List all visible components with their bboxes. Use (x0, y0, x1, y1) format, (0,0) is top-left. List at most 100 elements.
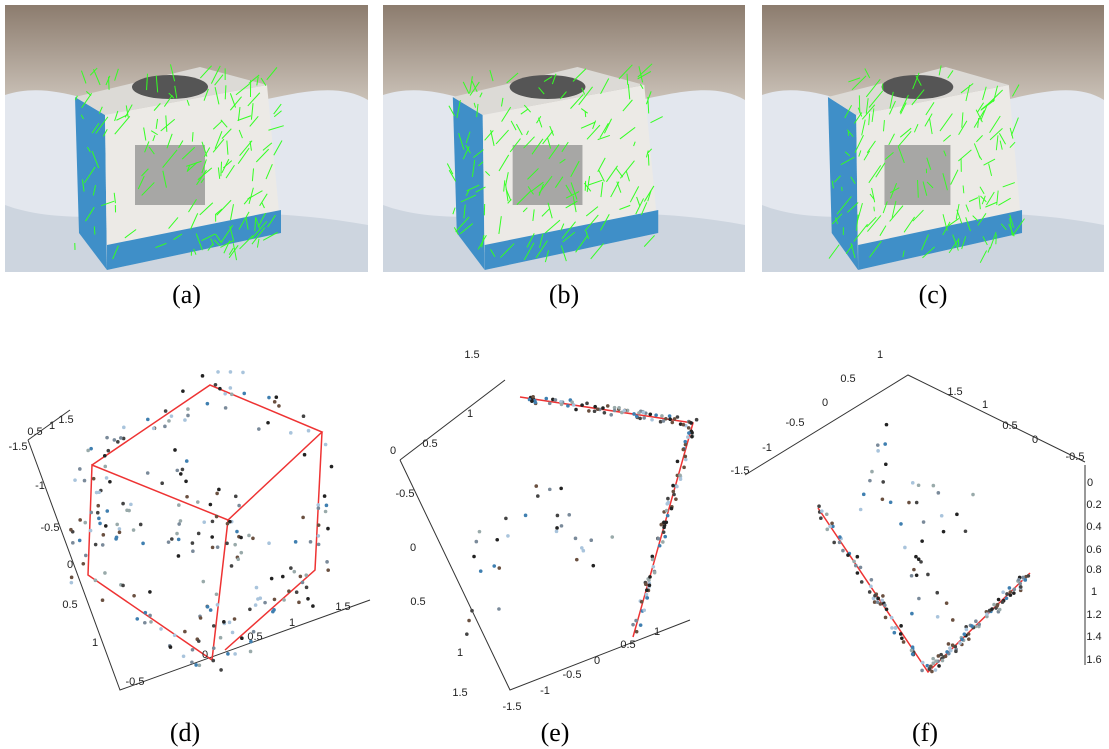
photo (762, 5, 1104, 272)
point (910, 612, 914, 616)
tick-label: -1.5 (731, 465, 750, 477)
point (194, 663, 198, 667)
point (478, 530, 482, 534)
point (170, 414, 174, 418)
point (681, 448, 685, 452)
point (106, 449, 110, 453)
point (910, 649, 914, 653)
point (317, 523, 321, 527)
point (1019, 585, 1023, 589)
point (233, 543, 237, 547)
point (687, 426, 691, 430)
point (657, 537, 661, 541)
point (223, 392, 227, 396)
point (191, 541, 195, 545)
point (644, 582, 648, 586)
point (307, 429, 311, 433)
point (239, 551, 243, 555)
point (325, 504, 329, 508)
point (666, 514, 670, 518)
point (971, 493, 975, 497)
point (603, 411, 607, 415)
feature-track (627, 74, 628, 85)
point (231, 631, 235, 635)
point (273, 400, 277, 404)
point (668, 417, 672, 421)
point (325, 560, 329, 564)
point (554, 398, 558, 402)
point (317, 506, 321, 510)
point (215, 515, 219, 519)
point (159, 627, 163, 631)
point (230, 392, 234, 396)
point (247, 534, 251, 538)
point (977, 623, 981, 627)
point (648, 575, 652, 579)
point (146, 471, 150, 475)
point (998, 608, 1002, 612)
point (81, 562, 85, 566)
tick-label: 0.2 (1086, 499, 1101, 511)
point (684, 455, 688, 459)
point (197, 639, 201, 643)
point (270, 577, 274, 581)
point (103, 465, 107, 469)
point (141, 542, 145, 546)
point (211, 546, 215, 550)
point (210, 535, 214, 539)
point (639, 623, 643, 627)
tick-label: 0.5 (620, 639, 635, 651)
point (84, 554, 88, 558)
tick-label: -0.5 (396, 488, 415, 500)
tick-label: -0.5 (786, 417, 805, 429)
point (661, 540, 665, 544)
point (860, 580, 864, 584)
point (143, 621, 147, 625)
point (566, 404, 570, 408)
point (683, 440, 687, 444)
point (985, 612, 989, 616)
point (94, 543, 98, 547)
point (330, 465, 334, 469)
point (940, 514, 944, 518)
tick-label: 1.5 (335, 601, 350, 613)
tick-label: 1.4 (1086, 631, 1101, 643)
point (202, 520, 206, 524)
point (642, 608, 646, 612)
point (899, 632, 903, 636)
point (206, 402, 210, 406)
point (954, 650, 958, 654)
point (216, 370, 220, 374)
point (682, 466, 686, 470)
point (965, 628, 969, 632)
tick-label: 1.5 (947, 386, 962, 398)
point (675, 485, 679, 489)
tick-label: 0 (594, 655, 600, 667)
box-print (135, 145, 205, 205)
point (674, 497, 678, 501)
point (903, 546, 907, 550)
point (859, 508, 863, 512)
feature-track (859, 95, 860, 113)
point (317, 534, 321, 538)
point (606, 404, 610, 408)
point (911, 652, 915, 656)
point (301, 581, 305, 585)
point (139, 523, 143, 527)
point (495, 538, 499, 542)
point (859, 566, 863, 570)
point (658, 544, 662, 548)
point (209, 503, 213, 507)
point (233, 652, 237, 656)
panel-label: (d) (170, 718, 200, 747)
point (926, 573, 930, 577)
point (71, 541, 75, 545)
feature-track (996, 234, 997, 244)
point (928, 667, 932, 671)
point (902, 640, 906, 644)
tick-label: 0.8 (1086, 564, 1101, 576)
point (86, 449, 90, 453)
point (219, 636, 223, 640)
point (912, 568, 916, 572)
point (894, 626, 898, 630)
